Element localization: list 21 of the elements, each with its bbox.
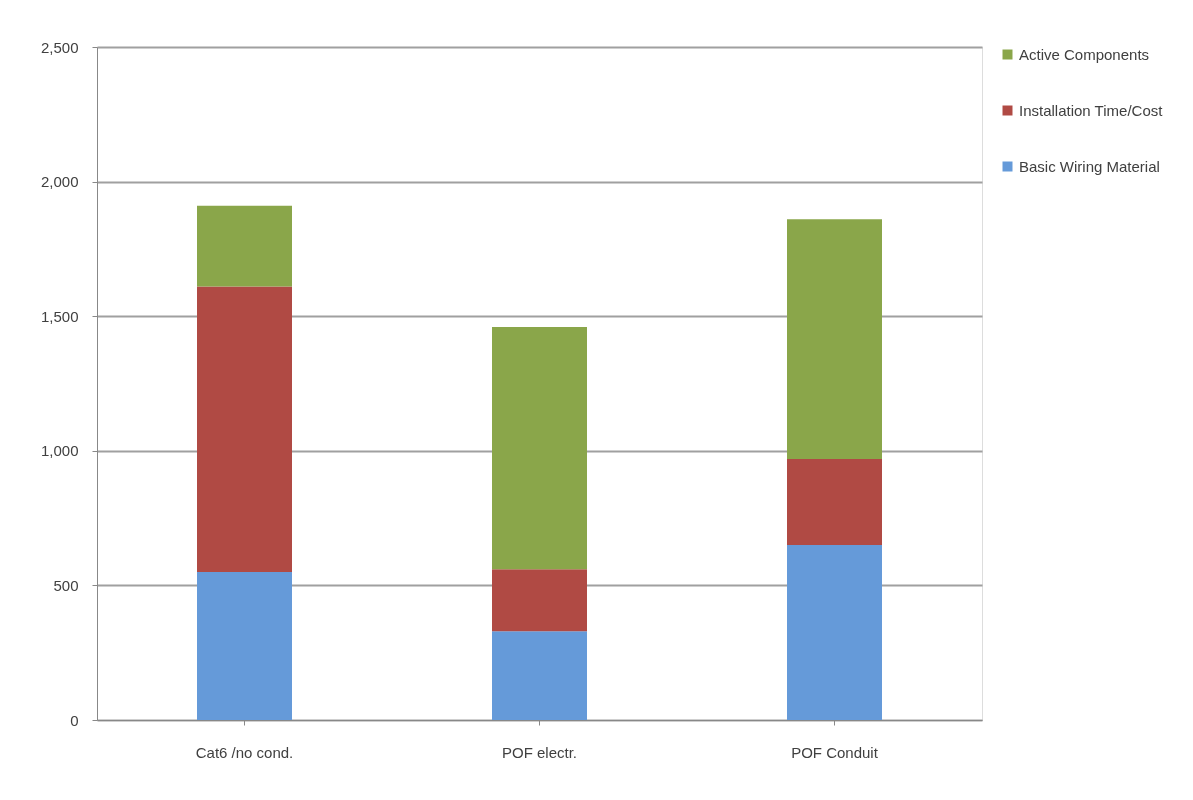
legend-label: Installation Time/Cost (1019, 101, 1164, 119)
x-tick-label: POF electr. (501, 743, 578, 761)
y-tick-label: 2,000 (40, 173, 79, 191)
bar (197, 286, 292, 572)
legend-label: Active Components (1019, 45, 1150, 63)
y-tick-label: 1,500 (40, 307, 79, 325)
bar (492, 326, 587, 570)
y-tick-label: 500 (53, 576, 79, 594)
bar (787, 219, 882, 459)
bar (787, 458, 882, 546)
bar (197, 205, 292, 287)
y-tick-label: 0 (70, 711, 79, 729)
bar (492, 569, 587, 632)
y-tick-label: 1,000 (40, 442, 79, 460)
bar (197, 571, 292, 720)
x-tick-label: Cat6 /no cond. (195, 743, 294, 761)
bar (787, 545, 882, 720)
legend-label: Basic Wiring Material (1019, 157, 1160, 175)
bar (492, 631, 587, 720)
y-tick-label: 2,500 (40, 38, 79, 56)
x-tick-label: POF Conduit (791, 743, 879, 761)
